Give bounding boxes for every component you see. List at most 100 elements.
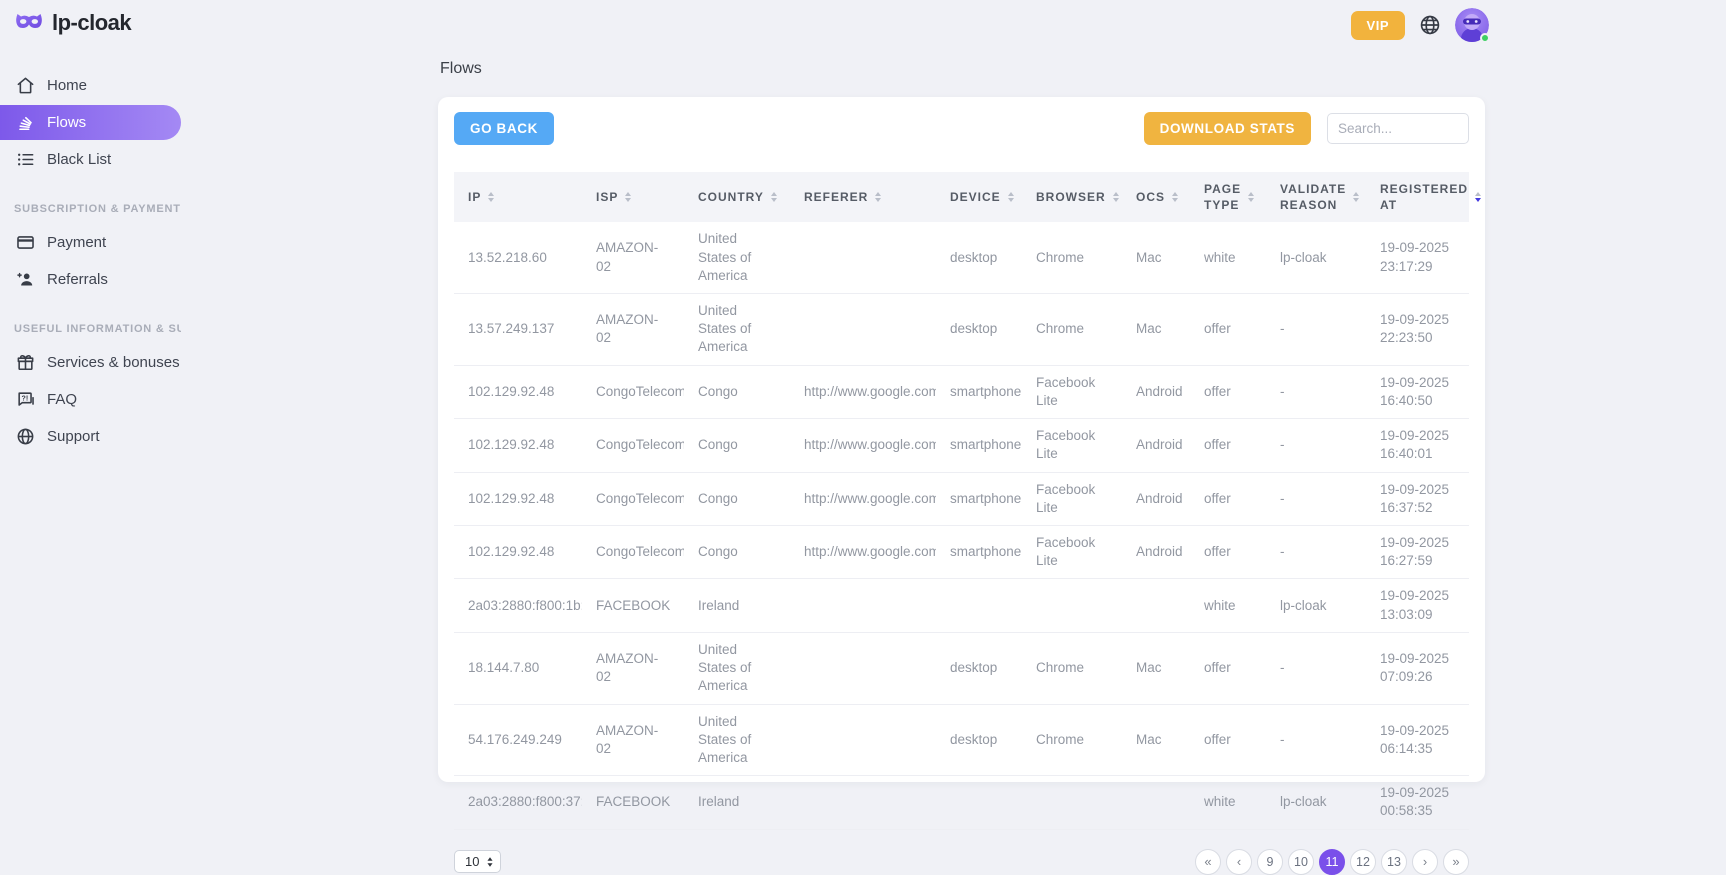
sidebar-item-payment[interactable]: Payment (0, 225, 181, 260)
table-head-row: IP ISP COUNTRY REFERER DEVICE BROWSER OCS PAGE … (454, 172, 1482, 223)
cell-ip: 18.144.7.80 (454, 632, 582, 705)
sort-icon[interactable] (1353, 191, 1360, 203)
column-label: ISP (596, 190, 619, 205)
cell-browser: Chrome (1022, 704, 1122, 777)
cell-browser: Chrome (1022, 293, 1122, 366)
page-size-select[interactable]: 10 (454, 850, 502, 874)
cell-page_type: offer (1190, 418, 1266, 473)
table-row: 54.176.249.249 AMAZON-02 United States of … (454, 704, 1469, 777)
cell-isp: AMAZON-02 (582, 222, 684, 295)
cell-isp: AMAZON-02 (582, 632, 684, 705)
cell-country: Congo (684, 365, 790, 420)
sort-icon[interactable] (625, 191, 632, 203)
cell-ip: 102.129.92.48 (454, 472, 582, 527)
cell-isp: CongoTelecom (582, 472, 684, 527)
cell-registered_at: 19-09-2025 16:27:59 (1366, 525, 1469, 580)
faq-bubble-icon: ?! (16, 390, 35, 409)
cell-country: Ireland (684, 578, 790, 633)
column-header-device[interactable]: DEVICE (936, 172, 1022, 223)
cell-ocs: Mac (1122, 293, 1190, 366)
sidebar-item-flows[interactable]: Flows (0, 105, 181, 140)
vip-button[interactable]: VIP (1350, 10, 1405, 40)
cell-browser: Facebook Lite (1022, 418, 1122, 473)
column-label: COUNTRY (698, 190, 764, 205)
sidebar-item-services-bonuses[interactable]: Services & bonuses (0, 345, 181, 380)
sort-icon[interactable] (1112, 191, 1119, 203)
cell-page_type: white (1190, 578, 1266, 633)
sidebar-item-label: Black List (47, 151, 112, 168)
cell-ocs (1122, 775, 1190, 830)
mask-logo-icon (14, 11, 44, 35)
column-header-page_type[interactable]: PAGE TYPE (1190, 172, 1266, 223)
cell-device: smartphone (936, 418, 1022, 473)
column-header-referer[interactable]: REFERER (790, 172, 936, 223)
column-label: DEVICE (950, 190, 1001, 205)
sort-icon[interactable] (1172, 191, 1179, 203)
cell-registered_at: 19-09-2025 16:40:50 (1366, 365, 1469, 420)
sidebar-item-black-list[interactable]: Black List (0, 142, 181, 177)
page-button-11[interactable]: 11 (1319, 848, 1345, 875)
table-footer: 10 «‹ 9 10 11 12 13 ›» (454, 848, 1469, 875)
go-back-button[interactable]: GO BACK (454, 112, 554, 145)
cell-browser: Facebook Lite (1022, 472, 1122, 527)
column-header-isp[interactable]: ISP (582, 172, 684, 223)
sidebar-section-title: SUBSCRIPTION & PAYMENTS (14, 203, 181, 215)
cell-ip: 13.57.249.137 (454, 293, 582, 366)
sort-icon[interactable] (770, 191, 777, 203)
page-button-10[interactable]: 10 (1288, 848, 1314, 875)
sort-icon[interactable] (875, 191, 882, 203)
sidebar-item-home[interactable]: Home (0, 68, 181, 103)
column-header-country[interactable]: COUNTRY (684, 172, 790, 223)
language-globe-icon[interactable] (1419, 14, 1441, 36)
cell-referer (790, 293, 936, 366)
sidebar-item-support[interactable]: Support (0, 419, 181, 454)
sort-icon[interactable] (1248, 191, 1255, 203)
page-button-prev[interactable]: ‹ (1226, 848, 1252, 875)
app-root: lp-cloak Home Flows Black List SUBSCRIPT… (0, 0, 1726, 850)
download-stats-button[interactable]: DOWNLOAD STATS (1143, 112, 1311, 145)
column-header-ip[interactable]: IP (454, 172, 582, 223)
cell-ip: 54.176.249.249 (454, 704, 582, 777)
sidebar-item-label: Services & bonuses (47, 354, 180, 371)
sort-icon[interactable] (1475, 191, 1482, 203)
cell-page_type: offer (1190, 632, 1266, 705)
user-avatar[interactable] (1455, 8, 1490, 43)
person-add-icon (16, 270, 35, 289)
column-header-browser[interactable]: BROWSER (1022, 172, 1122, 223)
sort-icon[interactable] (1007, 191, 1014, 203)
cell-ocs: Android (1122, 365, 1190, 420)
cell-device: desktop (936, 293, 1022, 366)
cell-browser: Facebook Lite (1022, 365, 1122, 420)
sidebar-item-label: Flows (47, 114, 87, 131)
page-button-9[interactable]: 9 (1257, 848, 1283, 875)
sort-icon[interactable] (488, 191, 495, 203)
page-button-last[interactable]: » (1443, 848, 1469, 875)
cell-referer (790, 632, 936, 705)
column-label: VALIDATE REASON (1280, 182, 1347, 213)
cell-validate_reason: lp-cloak (1266, 775, 1366, 830)
sidebar-item-faq[interactable]: ?! FAQ (0, 382, 181, 417)
cell-page_type: offer (1190, 525, 1266, 580)
cell-device (936, 775, 1022, 830)
page-size-value: 10 (465, 854, 480, 870)
page-button-next[interactable]: › (1412, 848, 1438, 875)
column-header-validate_reason[interactable]: VALIDATE REASON (1266, 172, 1366, 223)
page-button-12[interactable]: 12 (1350, 848, 1376, 875)
table-row: 2a03:2880:f800:1b:: FACEBOOK Ireland white l… (454, 578, 1469, 633)
cell-registered_at: 19-09-2025 06:14:35 (1366, 704, 1469, 777)
brand-logo[interactable]: lp-cloak (0, 10, 181, 36)
search-input[interactable] (1327, 113, 1469, 144)
cell-device: smartphone (936, 472, 1022, 527)
sidebar-item-referrals[interactable]: Referrals (0, 262, 181, 297)
cell-validate_reason: lp-cloak (1266, 578, 1366, 633)
cell-referer: http://www.google.com/ (790, 418, 936, 473)
cell-ocs: Mac (1122, 222, 1190, 295)
column-header-registered_at[interactable]: REGISTERED AT (1366, 172, 1482, 223)
page-button-first[interactable]: « (1195, 848, 1221, 875)
page-button-13[interactable]: 13 (1381, 848, 1407, 875)
column-header-ocs[interactable]: OCS (1122, 172, 1190, 223)
cell-registered_at: 19-09-2025 16:37:52 (1366, 472, 1469, 527)
cell-page_type: offer (1190, 704, 1266, 777)
column-label: IP (468, 190, 482, 205)
cell-page_type: white (1190, 775, 1266, 830)
